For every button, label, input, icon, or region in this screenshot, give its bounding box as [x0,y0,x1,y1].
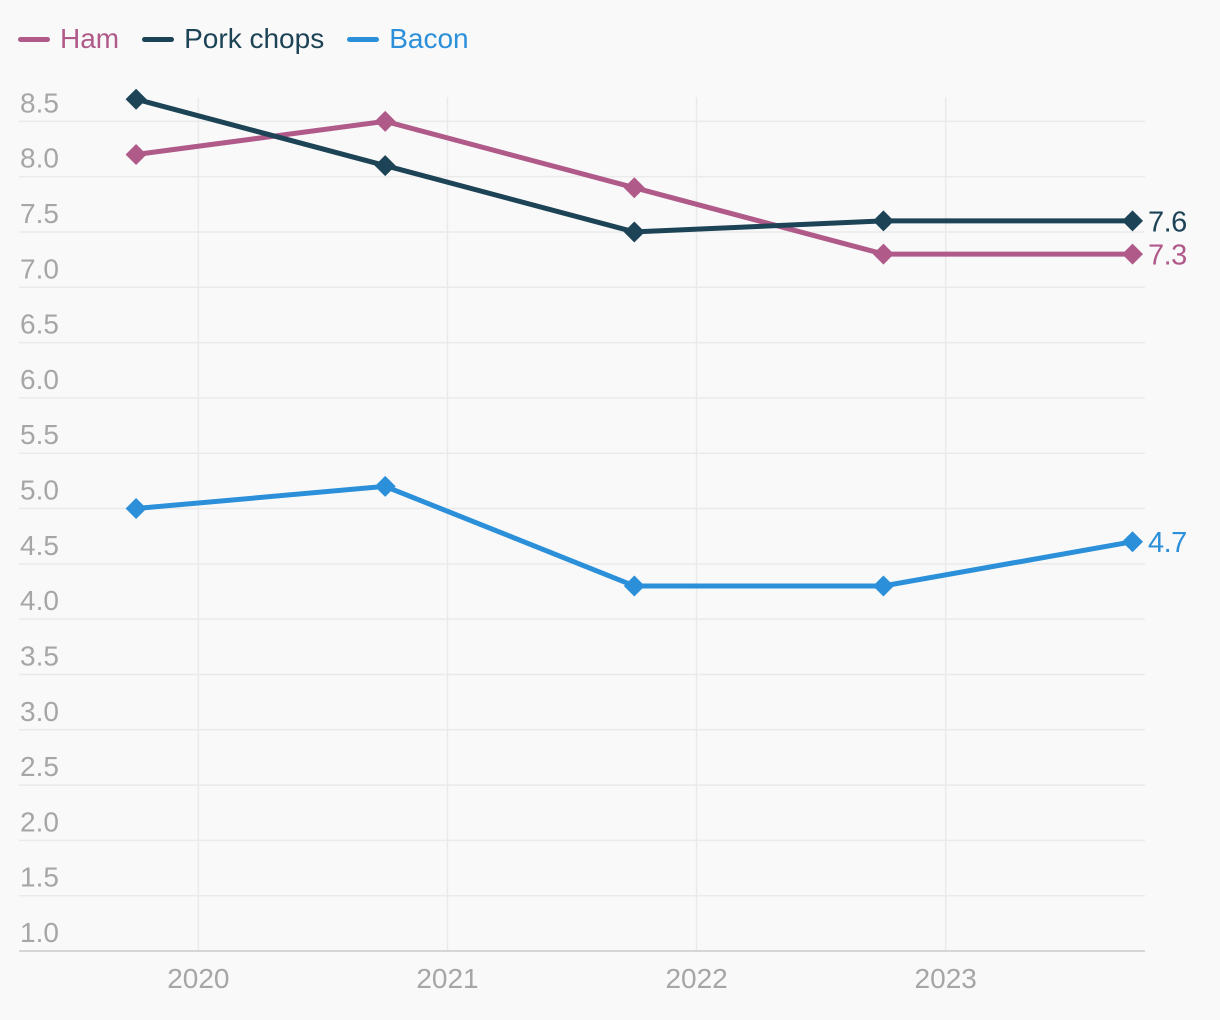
legend-item-bacon: Bacon [347,23,469,54]
legend-label-pork-chops: Pork chops [184,23,325,54]
y-tick-label-2.5: 2.5 [20,751,59,782]
x-tick-label-2020: 2020 [167,963,229,994]
y-tick-label-8.5: 8.5 [20,87,59,118]
bacon-point-1[interactable] [374,475,396,497]
y-tick-label-3.0: 3.0 [20,696,59,727]
ham-point-2[interactable] [623,177,645,199]
y-tick-label-6.0: 6.0 [20,364,59,395]
ham-point-3[interactable] [872,243,894,265]
pork-chops-point-0[interactable] [125,88,147,110]
y-tick-label-3.5: 3.5 [20,640,59,671]
pork-chops-point-1[interactable] [374,155,396,177]
pork-chops-point-4[interactable] [1122,210,1144,232]
ham-point-4[interactable] [1122,243,1144,265]
ham-point-1[interactable] [374,110,396,132]
pork-chops-point-3[interactable] [872,210,894,232]
bacon-point-4[interactable] [1122,531,1144,553]
pork-chops-point-2[interactable] [623,221,645,243]
y-tick-label-5.5: 5.5 [20,419,59,450]
ham-end-value-label: 7.3 [1148,240,1187,272]
chart-legend: Ham Pork chops Bacon [18,25,469,53]
legend-item-pork-chops: Pork chops [142,25,324,53]
x-tick-label-2021: 2021 [416,963,478,994]
y-tick-label-4.5: 4.5 [20,530,59,561]
bacon-line-swatch-icon [347,36,380,42]
bacon-line [133,483,1136,589]
y-tick-label-5.0: 5.0 [20,475,59,506]
y-tick-label-7.0: 7.0 [20,253,59,284]
legend-item-ham: Ham [18,25,119,53]
legend-label-bacon: Bacon [389,23,469,54]
bacon-end-value-label: 4.7 [1148,527,1187,559]
bacon-point-2[interactable] [623,575,645,597]
y-tick-label-1.5: 1.5 [20,862,59,893]
y-tick-label-8.0: 8.0 [20,143,59,174]
x-tick-label-2022: 2022 [665,963,727,994]
ham-point-0[interactable] [125,144,147,166]
y-tick-label-6.5: 6.5 [20,309,59,340]
ham-line-swatch-icon [18,36,50,42]
pork-chops-end-value-label: 7.6 [1148,206,1187,238]
bacon-point-0[interactable] [125,498,147,520]
x-tick-label-2023: 2023 [915,963,977,994]
pork-chops-line-swatch-icon [142,36,175,42]
pork-chops-line [133,96,1136,235]
bacon-point-3[interactable] [872,575,894,597]
legend-label-ham: Ham [60,23,120,54]
y-tick-label-7.5: 7.5 [20,198,59,229]
y-tick-label-2.0: 2.0 [20,806,59,837]
y-tick-label-1.0: 1.0 [20,917,59,948]
y-tick-label-4.0: 4.0 [20,585,59,616]
